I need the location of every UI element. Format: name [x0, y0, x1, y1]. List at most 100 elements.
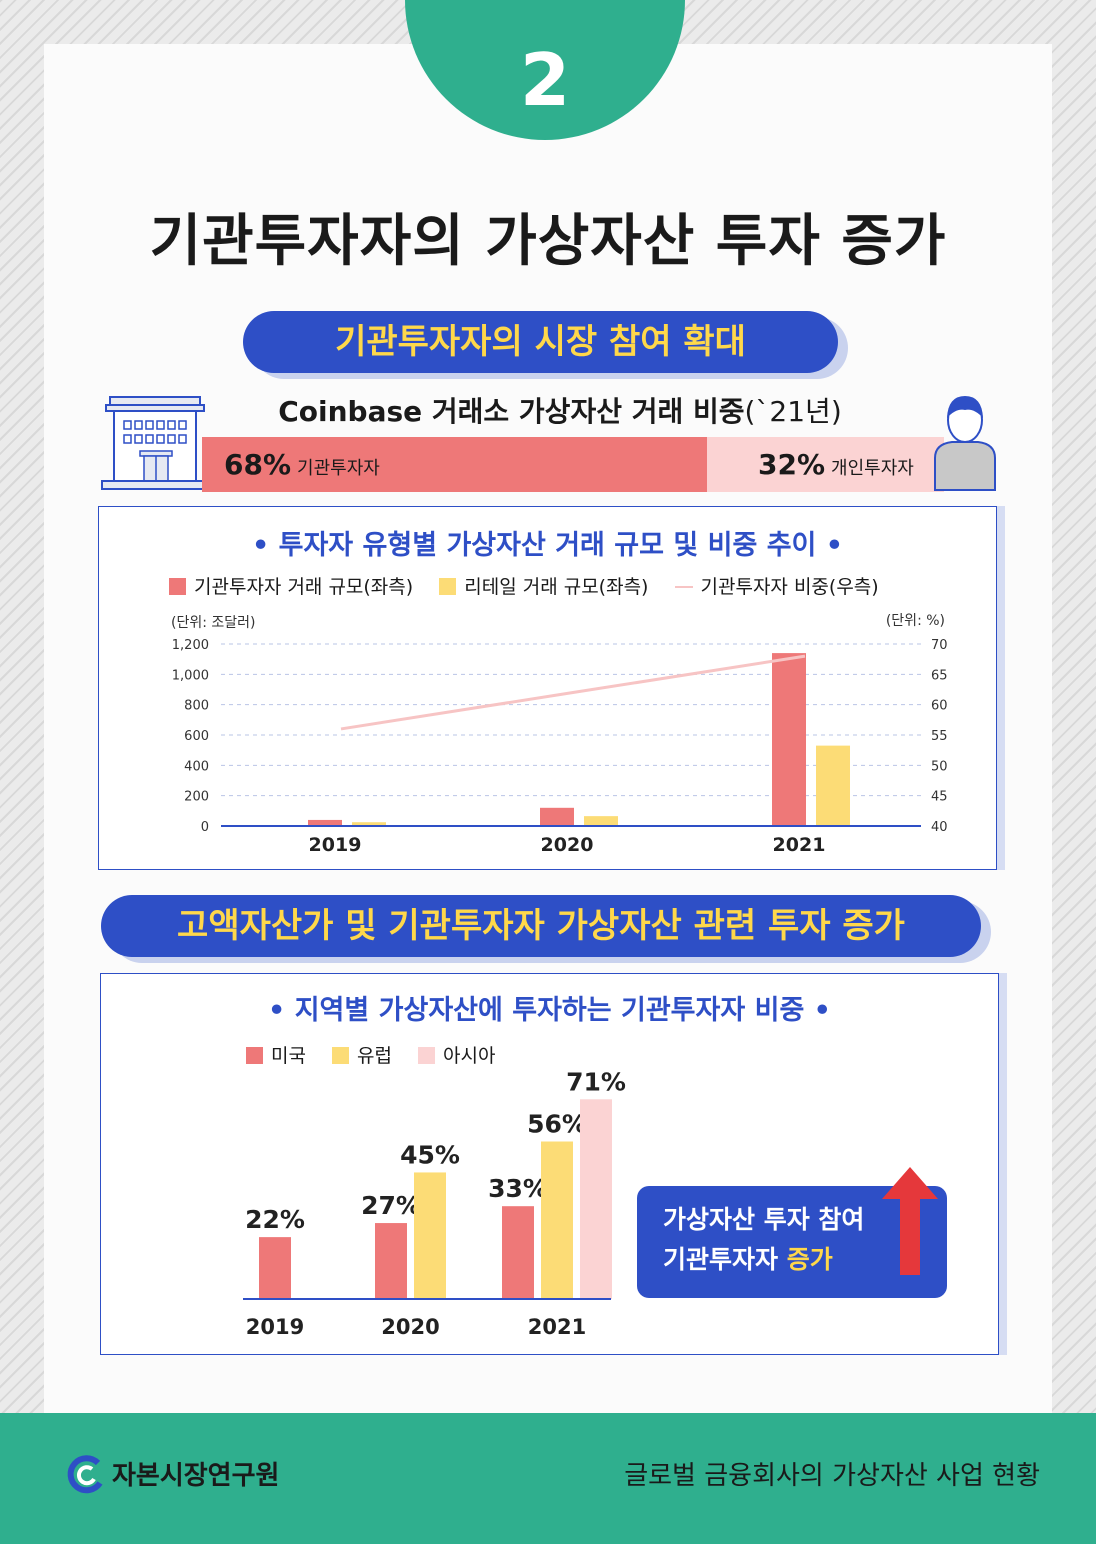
legend-item: 리테일 거래 규모(좌측): [439, 576, 648, 598]
region-chart-title-text: 지역별 가상자산에 투자하는 기관투자자 비중: [294, 995, 805, 1026]
legend-swatch: [418, 1047, 436, 1064]
legend-swatch: [169, 578, 186, 595]
legend-swatch: [332, 1047, 350, 1064]
coinbase-title-text: Coinbase 거래소 가상자산 거래 비중: [278, 395, 745, 428]
legend-label: 기관투자자 비중(우측): [700, 576, 879, 598]
institutional-share-value: 68%: [224, 448, 292, 481]
bar-value-label: 71%: [566, 1067, 626, 1096]
legend-label: 미국: [271, 1045, 306, 1067]
retail-volume-bar: [584, 816, 618, 826]
up-arrow-icon: [882, 1167, 938, 1275]
title-bullet: •: [251, 530, 279, 561]
institutional-share-name: 기관투자자: [297, 458, 380, 479]
right-tick-label: 55: [931, 729, 948, 744]
title-bullet: •: [268, 995, 295, 1026]
callout-line2: 기관투자자 증가: [663, 1240, 947, 1280]
left-tick-label: 600: [184, 729, 209, 744]
volume-chart-title-text: 투자자 유형별 가상자산 거래 규모 및 비중 추이: [278, 530, 817, 561]
callout-line1: 가상자산 투자 참여: [663, 1205, 865, 1234]
callout-highlight: 증가: [786, 1245, 833, 1274]
retail-share-label: 32% 개인투자자: [758, 437, 914, 492]
legend-label: 아시아: [443, 1045, 496, 1067]
section1-title: 기관투자자의 시장 참여 확대: [243, 311, 838, 373]
org-logo-icon: [67, 1455, 103, 1494]
x-tick-label: 2020: [541, 834, 594, 856]
legend-item: 기관투자자 비중(우측): [674, 576, 879, 598]
right-tick-label: 50: [931, 759, 948, 774]
right-tick-label: 40: [931, 820, 948, 835]
region-share-bar: [502, 1206, 534, 1299]
right-axis-unit: (단위: %): [886, 613, 945, 629]
bar-value-label: 33%: [488, 1174, 548, 1203]
region-chart-legend: 미국 유럽 아시아: [246, 1041, 515, 1068]
right-tick-label: 60: [931, 699, 948, 714]
left-tick-label: 200: [184, 790, 209, 805]
x-tick-label: 2019: [246, 1315, 304, 1339]
legend-label: 기관투자자 거래 규모(좌측): [194, 576, 414, 598]
title-bullet: •: [804, 995, 831, 1026]
volume-chart-legend: 기관투자자 거래 규모(좌측) 리테일 거래 규모(좌측) 기관투자자 비중(우…: [169, 572, 899, 599]
left-tick-label: 400: [184, 759, 209, 774]
legend-item: 아시아: [418, 1045, 495, 1067]
legend-item: 미국: [246, 1045, 306, 1067]
institutional-share-line: [340, 654, 806, 731]
region-chart-title: • 지역별 가상자산에 투자하는 기관투자자 비중 •: [101, 988, 998, 1027]
region-share-bar: [375, 1223, 407, 1299]
bar-value-label: 45%: [400, 1140, 460, 1169]
volume-chart-panel: • 투자자 유형별 가상자산 거래 규모 및 비중 추이 • 기관투자자 거래 …: [98, 506, 997, 870]
bar-value-label: 22%: [245, 1205, 305, 1234]
x-tick-label: 2019: [309, 834, 362, 856]
left-tick-label: 800: [184, 699, 209, 714]
left-tick-label: 1,200: [172, 638, 209, 653]
section2-title: 고액자산가 및 기관투자자 가상자산 관련 투자 증가: [101, 895, 981, 957]
footer-org-name: 자본시장연구원: [112, 1461, 280, 1491]
left-tick-label: 0: [201, 820, 209, 835]
retail-share-value: 32%: [758, 448, 826, 481]
bar-value-label: 27%: [361, 1191, 421, 1220]
x-tick-label: 2021: [528, 1315, 586, 1339]
retail-share-name: 개인투자자: [831, 458, 914, 479]
institutional-share-label: 68% 기관투자자: [224, 437, 380, 492]
callout-box: 가상자산 투자 참여 기관투자자 증가: [637, 1186, 947, 1298]
institutional-share-segment: [202, 437, 707, 492]
legend-item: 기관투자자 거래 규모(좌측): [169, 576, 413, 598]
region-chart: 22% 2019 27% 45% 2020 33% 56% 71% 2021: [243, 1067, 626, 1339]
coinbase-title-year: (`21년): [744, 395, 842, 428]
legend-label: 유럽: [357, 1045, 392, 1067]
title-bullet: •: [816, 530, 844, 561]
volume-chart: (단위: 조달러) (단위: %) 0 40 200 45 400 50 600 55 800 60 1…: [171, 613, 948, 856]
region-share-bar: [580, 1099, 612, 1299]
retail-volume-bar: [816, 745, 850, 826]
right-tick-label: 65: [931, 668, 948, 683]
right-tick-label: 70: [931, 638, 948, 653]
institutional-volume-bar: [772, 653, 806, 826]
footer: 자본시장연구원 글로벌 금융회사의 가상자산 사업 현황: [0, 1413, 1096, 1544]
left-tick-label: 1,000: [172, 668, 209, 683]
coinbase-share-bar: 68% 기관투자자 32% 개인투자자: [202, 437, 944, 492]
region-share-bar: [414, 1172, 446, 1299]
building-icon: [101, 396, 211, 490]
legend-item: 유럽: [332, 1045, 392, 1067]
person-icon: [934, 396, 996, 491]
x-tick-label: 2020: [381, 1315, 439, 1339]
section-number-badge: 2: [405, 0, 685, 140]
region-share-bar: [259, 1237, 291, 1299]
callout-line2-text: 기관투자자: [663, 1245, 787, 1274]
retail-share-segment: [706, 437, 944, 492]
institutional-volume-bar: [540, 807, 574, 826]
retail-volume-bar: [352, 822, 386, 826]
legend-swatch: [439, 578, 457, 595]
coinbase-share-title: Coinbase 거래소 가상자산 거래 비중(`21년): [200, 390, 920, 430]
volume-chart-title: • 투자자 유형별 가상자산 거래 규모 및 비중 추이 •: [99, 523, 996, 562]
legend-line: [674, 586, 693, 588]
legend-swatch: [246, 1047, 263, 1064]
page-title: 기관투자자의 가상자산 투자 증가: [149, 209, 947, 274]
x-tick-label: 2021: [773, 834, 826, 856]
institutional-volume-bar: [308, 819, 342, 826]
left-axis-unit: (단위: 조달러): [171, 615, 256, 631]
right-tick-label: 45: [931, 790, 948, 805]
legend-label: 리테일 거래 규모(좌측): [464, 576, 649, 598]
section-number: 2: [519, 38, 571, 122]
footer-publication-title: 글로벌 금융회사의 가상자산 사업 현황: [624, 1461, 1040, 1491]
bar-value-label: 56%: [527, 1110, 587, 1139]
